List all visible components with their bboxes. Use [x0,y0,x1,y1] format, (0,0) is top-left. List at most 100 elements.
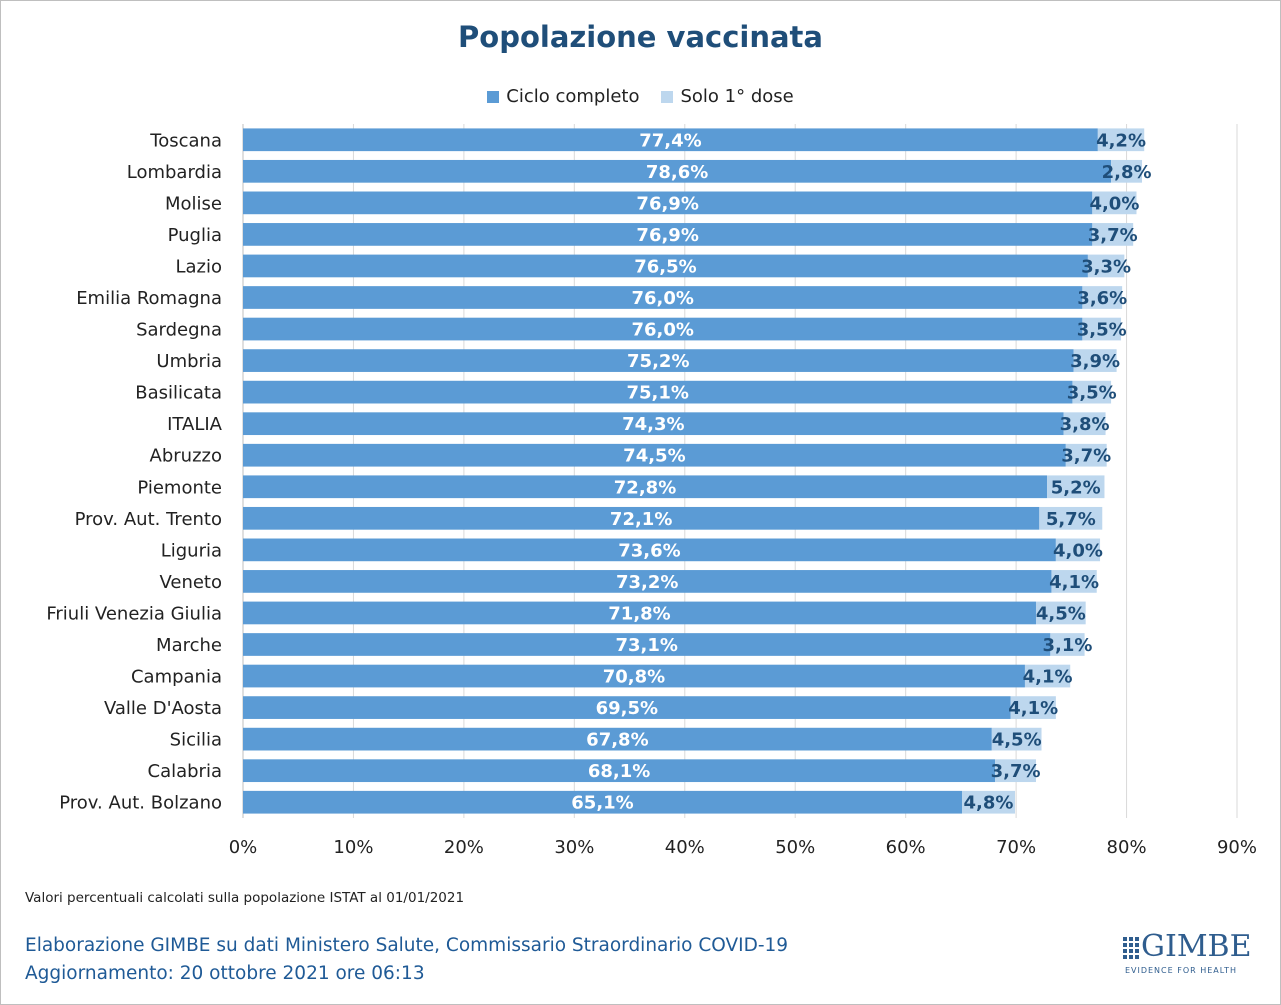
data-label-solo-prima-dose: 4,2% [1096,130,1146,151]
data-label-ciclo-completo: 65,1% [571,793,633,814]
data-label-ciclo-completo: 72,8% [614,477,676,498]
x-tick-labels: 0% 10% 20% 30% 40% 50% 60% 70% 80% 90% [229,837,1257,858]
category-label: Prov. Aut. Trento [75,509,222,530]
bar-solo-prima-dose [1055,538,1101,562]
bar-ciclo-completo [243,475,1048,499]
data-label-solo-prima-dose: 3,7% [1061,446,1111,467]
gimbe-logo: GIMBE EVIDENCE FOR HEALTH [1121,930,1251,980]
data-label-ciclo-completo: 77,4% [639,130,701,151]
data-label-ciclo-completo: 75,1% [626,383,688,404]
bar-solo-prima-dose [1035,601,1086,625]
data-label-ciclo-completo: 76,5% [634,256,696,277]
category-label: Toscana [149,130,222,151]
data-label-ciclo-completo: 69,5% [596,698,658,719]
category-label: Emilia Romagna [76,288,222,309]
category-label: Basilicata [135,383,222,404]
chart-legend: Ciclo completo Solo 1° dose [0,86,1281,107]
bars: 77,4% 4,2% 78,6% 2,8% 76,9% 4,0% 76,9% 3,7% 76,5… [243,128,1152,814]
x-tick-label: 60% [886,837,926,858]
legend-item-solo-prima-dose: Solo 1° dose [661,86,794,107]
credits-line-2: Aggiornamento: 20 ottobre 2021 ore 06:13 [25,963,425,984]
data-label-ciclo-completo: 76,9% [636,193,698,214]
credits-line-1: Elaborazione GIMBE su dati Ministero Sal… [25,932,788,960]
bar-solo-prima-dose [1039,506,1103,530]
data-label-solo-prima-dose: 3,6% [1077,288,1127,309]
bar-solo-prima-dose [1047,475,1105,499]
legend-label-solo-prima-dose: Solo 1° dose [680,86,794,107]
bar-ciclo-completo [243,570,1052,593]
data-label-ciclo-completo: 68,1% [588,761,650,782]
logo-tagline: EVIDENCE FOR HEALTH [1124,966,1238,975]
bar-solo-prima-dose [1072,380,1112,404]
category-label: Campania [131,667,222,688]
bar-solo-prima-dose [1087,254,1125,278]
data-label-solo-prima-dose: 4,8% [964,793,1014,814]
legend-item-ciclo-completo: Ciclo completo [487,86,639,107]
category-label: Sardegna [136,320,222,341]
bar-solo-prima-dose [1010,696,1056,719]
credits: Elaborazione GIMBE su dati Ministero Sal… [25,932,788,988]
category-label: Liguria [161,540,222,561]
bar-ciclo-completo [243,159,1112,183]
credits-org: Elaborazione GIMBE [25,935,211,956]
bar-solo-prima-dose [1065,443,1107,467]
bar-ciclo-completo [243,191,1093,215]
x-tick-label: 10% [333,837,373,858]
data-label-ciclo-completo: 70,8% [603,667,665,688]
category-label: Molise [165,193,222,214]
bar-solo-prima-dose [995,759,1036,783]
data-label-solo-prima-dose: 4,5% [992,730,1042,751]
bar-ciclo-completo [243,727,992,751]
data-label-solo-prima-dose: 3,5% [1077,320,1127,341]
bar-solo-prima-dose [1051,570,1097,593]
bar-ciclo-completo [243,254,1088,278]
data-label-solo-prima-dose: 3,9% [1070,351,1120,372]
data-label-ciclo-completo: 67,8% [586,730,648,751]
x-tick-label: 90% [1217,837,1257,858]
x-tick-label: 70% [996,837,1036,858]
category-label: Friuli Venezia Giulia [46,603,222,624]
bar-ciclo-completo [243,286,1083,309]
bar-ciclo-completo [243,412,1064,436]
category-label: Lazio [175,256,222,277]
data-label-solo-prima-dose: 3,5% [1067,383,1117,404]
bar-ciclo-completo [243,317,1083,341]
bar-ciclo-completo [243,349,1074,372]
bar-solo-prima-dose [1073,349,1117,372]
data-label-solo-prima-dose: 3,8% [1060,414,1110,435]
bar-ciclo-completo [243,128,1098,152]
x-tick-label: 50% [775,837,815,858]
chart-title: Popolazione vaccinata [458,20,823,54]
data-label-ciclo-completo: 73,1% [615,635,677,656]
bar-solo-prima-dose [1082,286,1123,309]
bar-solo-prima-dose [1063,412,1106,436]
category-label: Calabria [148,761,223,782]
category-label: Puglia [168,225,222,246]
bar-ciclo-completo [243,443,1066,467]
x-tick-label: 80% [1107,837,1147,858]
bar-solo-prima-dose [961,790,1016,814]
data-label-solo-prima-dose: 3,3% [1081,256,1131,277]
data-label-ciclo-completo: 73,2% [616,572,678,593]
bar-solo-prima-dose [1092,223,1134,246]
bar-solo-prima-dose [1111,159,1143,183]
bar-ciclo-completo [243,506,1040,530]
data-label-solo-prima-dose: 4,0% [1053,540,1103,561]
bar-ciclo-completo [243,538,1056,562]
footnote: Valori percentuali calcolati sulla popol… [25,890,465,906]
category-label: Umbria [156,351,222,372]
category-labels: Toscana Lombardia Molise Puglia Lazio Emilia … [46,130,222,813]
logo-wordmark: GIMBE [1141,929,1252,964]
data-label-ciclo-completo: 72,1% [610,509,672,530]
data-label-ciclo-completo: 74,5% [623,446,685,467]
legend-label-ciclo-completo: Ciclo completo [506,86,640,107]
category-label: Piemonte [137,477,222,498]
bar-solo-prima-dose [1024,664,1071,688]
x-tick-label: 30% [554,837,594,858]
credits-source: su dati Ministero Salute, Commissario St… [210,935,789,956]
bar-ciclo-completo [243,601,1036,625]
x-tick-label: 0% [229,837,258,858]
bar-solo-prima-dose [1082,317,1122,341]
bar-ciclo-completo [243,223,1093,246]
x-tick-label: 20% [444,837,484,858]
